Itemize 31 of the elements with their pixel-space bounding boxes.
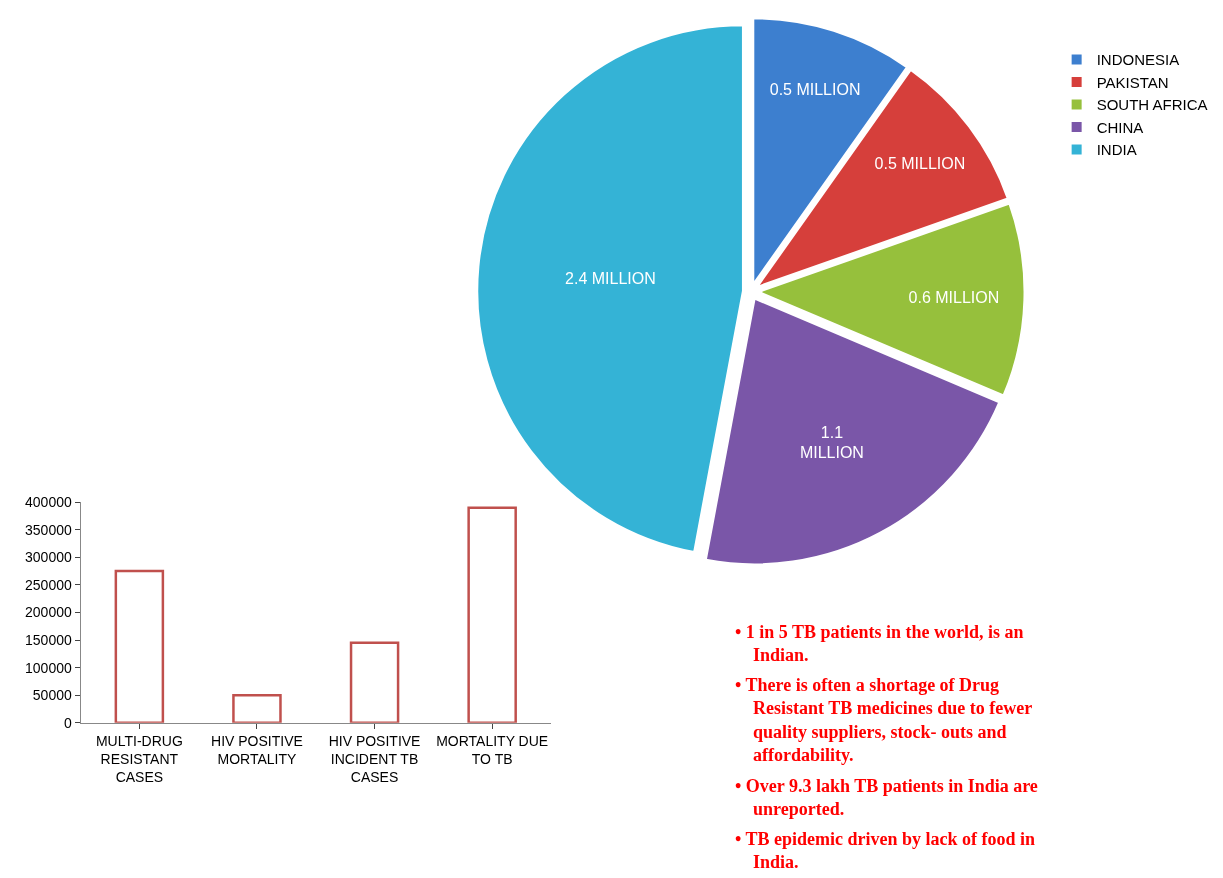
text: • 1 in 5 TB patients in the world, is an Indian. xyxy=(735,622,1024,666)
text: • Over 9.3 lakh TB patients in India are unreported. xyxy=(735,776,1038,820)
data-label: 0.5 MILLION xyxy=(769,81,861,99)
y-tick-label: 400000 xyxy=(25,494,72,511)
bar xyxy=(467,506,517,723)
data-label: 1.1 MILLION xyxy=(799,423,864,462)
bar xyxy=(114,569,165,723)
text: • There is often a shortage of Drug Resistant TB medicines due to fewer quality suppliers, stock- outs and affordability. xyxy=(735,675,1033,766)
legend-label: CHINA xyxy=(1096,118,1144,136)
y-tick-label: 350000 xyxy=(25,521,72,538)
y-tick-label: 150000 xyxy=(25,631,72,648)
legend-label: INDIA xyxy=(1096,141,1137,159)
text: • TB epidemic driven by lack of food in India. xyxy=(735,829,1035,873)
bar xyxy=(232,693,282,723)
legend-label: SOUTH AFRICA xyxy=(1096,96,1208,114)
y-tick-label: 300000 xyxy=(25,549,72,566)
bar xyxy=(349,641,400,723)
y-tick-label: 100000 xyxy=(25,659,72,676)
x-tick-label: MULTI-DRUG RESISTANT CASES xyxy=(95,732,183,785)
y-tick-label: 0 xyxy=(63,714,72,731)
legend-label: INDONESIA xyxy=(1096,51,1180,69)
data-label: 0.6 MILLION xyxy=(908,289,1000,307)
data-label: 0.5 MILLION xyxy=(874,155,966,173)
y-tick-label: 200000 xyxy=(25,604,72,621)
x-tick-label: HIV POSITIVE MORTALITY xyxy=(211,732,303,767)
y-tick-label: 250000 xyxy=(25,576,72,593)
x-tick-label: MORTALITY DUE TO TB xyxy=(436,732,549,767)
y-tick-label: 50000 xyxy=(32,687,72,704)
data-label: 2.4 MILLION xyxy=(565,270,656,288)
legend-label: PAKISTAN xyxy=(1096,73,1169,91)
x-tick-label: HIV POSITIVE INCIDENT TB CASES xyxy=(328,732,421,785)
